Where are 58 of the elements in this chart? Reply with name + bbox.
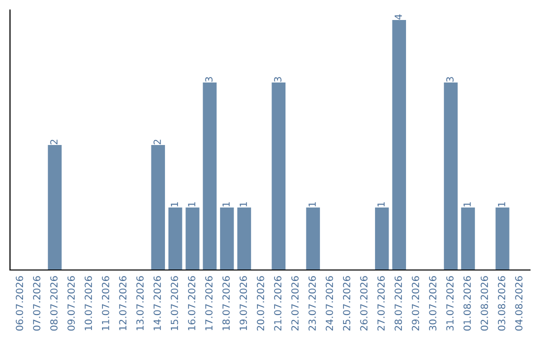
x-tick-label: 13.07.2026 [136, 276, 144, 330]
data-label: 1 [188, 202, 196, 206]
bar [168, 208, 182, 270]
x-tick-label: 09.07.2026 [67, 276, 75, 331]
data-label: 1 [170, 202, 178, 206]
data-label: 1 [222, 202, 230, 206]
bar [202, 82, 217, 270]
bar [48, 145, 62, 270]
data-label: 1 [308, 202, 316, 206]
x-tick-label: 11.07.2026 [102, 276, 110, 330]
data-label: 1 [464, 202, 471, 206]
x-tick-label: 17.07.2026 [205, 276, 213, 330]
x-tick-label: 15.07.2026 [170, 276, 178, 330]
bar [186, 208, 200, 270]
x-tick-label: 04.08.2026 [515, 276, 522, 331]
data-label: 1 [240, 202, 247, 206]
data-label: 2 [50, 140, 58, 144]
x-tick-label: 07.07.2026 [33, 276, 40, 331]
data-label: 1 [378, 202, 385, 206]
bar [461, 208, 475, 270]
bar [306, 208, 320, 270]
x-tick-label: 20.07.2026 [256, 276, 264, 331]
x-tick-label: 23.07.2026 [308, 276, 316, 331]
x-tick-label: 02.08.2026 [480, 276, 488, 331]
x-tick-label: 22.07.2026 [291, 276, 299, 331]
x-tick-label: 27.07.2026 [377, 276, 385, 331]
x-tick-label: 16.07.2026 [188, 276, 196, 330]
x-tick-label: 03.08.2026 [498, 276, 506, 331]
x-tick-label: 28.07.2026 [394, 276, 402, 331]
x-tick-label: 12.07.2026 [119, 276, 126, 330]
x-tick-label: 26.07.2026 [360, 276, 368, 331]
x-tick-label: 01.08.2026 [463, 276, 471, 331]
bar [496, 208, 510, 270]
x-tick-label: 29.07.2026 [412, 276, 420, 331]
bar [237, 208, 252, 270]
x-tick-label: 08.07.2026 [50, 276, 58, 331]
data-label: 4 [394, 14, 402, 20]
x-tick-label: 31.07.2026 [446, 276, 454, 330]
x-tick-label: 25.07.2026 [342, 276, 350, 331]
x-tick-label: 30.07.2026 [429, 276, 436, 330]
x-tick-label: 24.07.2026 [326, 276, 334, 331]
data-label: 3 [446, 77, 454, 82]
bar [444, 82, 458, 270]
bar [375, 208, 389, 270]
data-label: 1 [498, 202, 506, 206]
bar [392, 20, 406, 270]
bar [272, 82, 286, 270]
x-tick-label: 21.07.2026 [274, 276, 282, 331]
x-tick-label: 19.07.2026 [240, 276, 247, 330]
data-label: 3 [205, 77, 213, 82]
x-tick-label: 14.07.2026 [154, 276, 161, 330]
bar [151, 145, 165, 270]
bar [220, 208, 234, 270]
data-label: 2 [154, 140, 161, 144]
x-tick-label: 10.07.2026 [84, 276, 92, 330]
data-label: 3 [274, 77, 282, 82]
x-tick-label: 06.07.2026 [16, 276, 24, 331]
x-tick-label: 18.07.2026 [222, 276, 230, 330]
